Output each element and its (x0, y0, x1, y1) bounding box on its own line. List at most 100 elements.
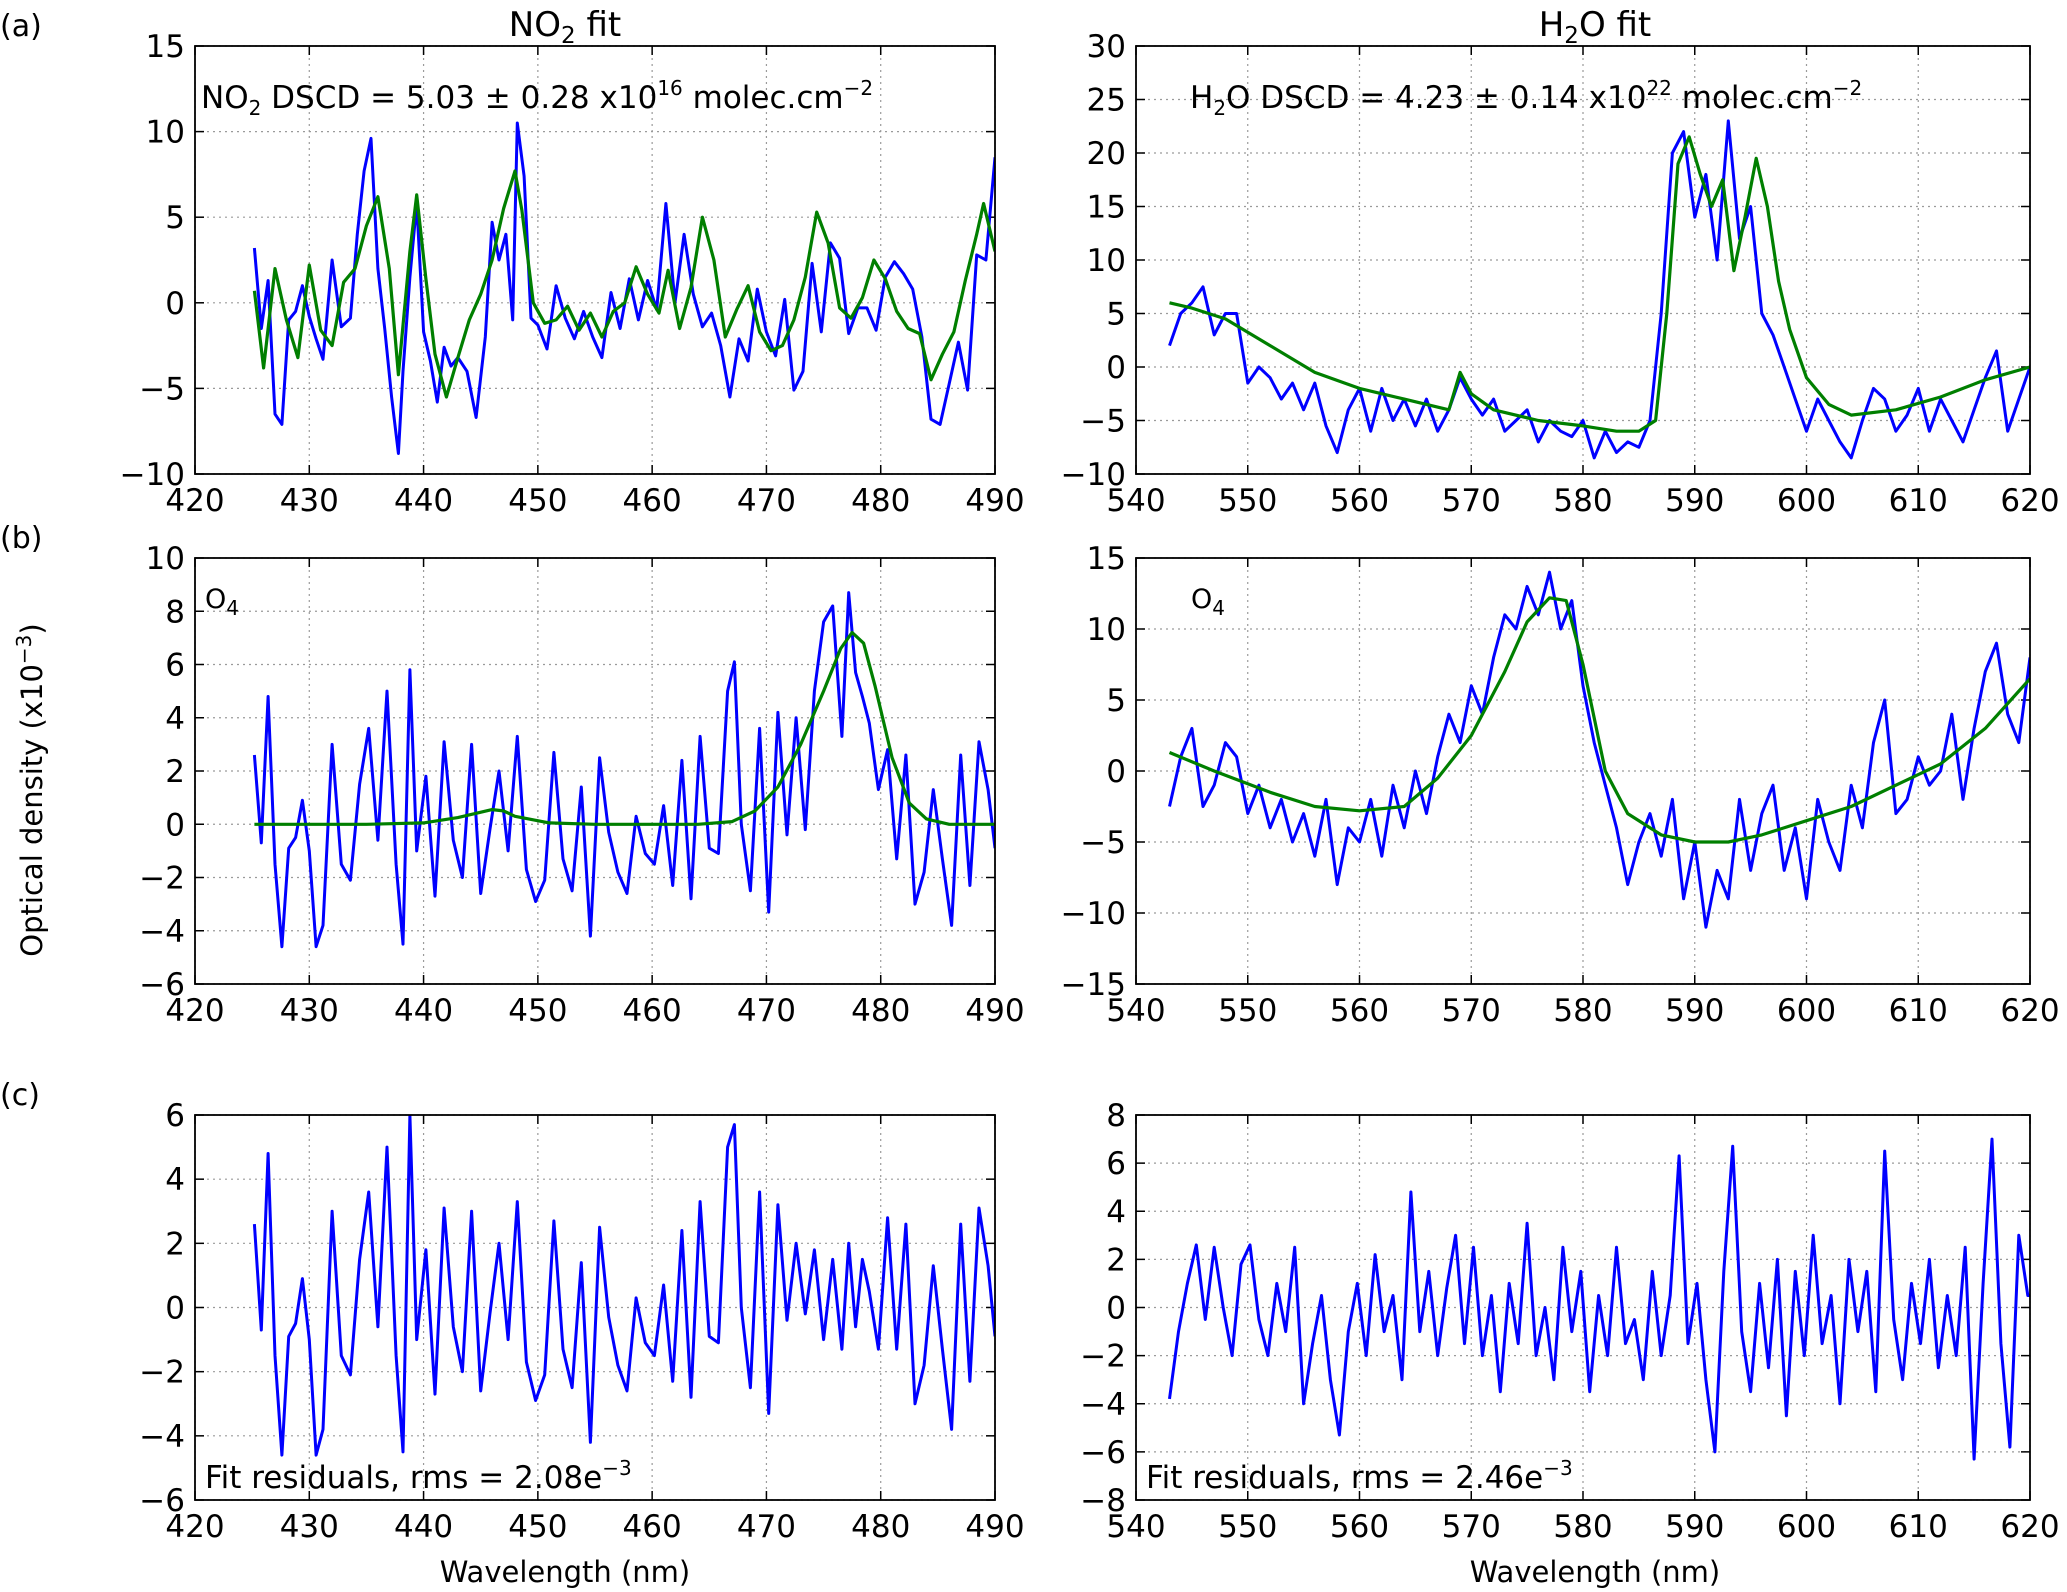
series-group (252, 1115, 995, 1457)
column-title-left: NO2 fit (509, 5, 621, 49)
x-tick-label: 540 (1106, 1509, 1165, 1545)
y-tick-label: 0 (165, 807, 185, 843)
annotation-post: molec.cm (683, 80, 844, 116)
annotation-mid: O DSCD = 4.23 ± 0.14 x10 (1226, 80, 1646, 116)
x-tick-label: 550 (1218, 1509, 1277, 1545)
x-tick-label: 620 (2000, 483, 2059, 519)
annotation-sup: 16 (657, 76, 682, 100)
y-tick-label: 2 (1106, 1242, 1126, 1278)
x-tick-label: 540 (1106, 993, 1165, 1029)
annotation-sup2: −2 (844, 76, 873, 100)
y-tick-label: 10 (146, 541, 185, 577)
y-tick-label: 4 (165, 701, 185, 737)
x-tick-label: 450 (508, 1509, 567, 1545)
y-tick-label: 6 (165, 648, 185, 684)
annotation-pre: O (1191, 584, 1212, 615)
y-tick-label: 15 (1087, 190, 1126, 226)
y-tick-label: 6 (165, 1098, 185, 1134)
y-tick-label: 0 (1106, 754, 1126, 790)
y-tick-label: 5 (1106, 297, 1126, 333)
y-tick-label: 4 (1106, 1194, 1126, 1230)
y-tick-label: 0 (1106, 350, 1126, 386)
annotation-pre: O (205, 584, 226, 615)
annotation-text: H2O DSCD = 4.23 ± 0.14 x1022 molec.cm−2 (1190, 76, 1862, 120)
y-tick-label: −2 (139, 1355, 185, 1391)
x-tick-label: 430 (280, 993, 339, 1029)
x-tick-label: 580 (1553, 1509, 1612, 1545)
panel-label-b: (b) (0, 521, 42, 556)
panel-c-right: 540 550 560 570 580 590 600 610 620 −8 −6 −4 −2 0 2 4 6 8… (1080, 1098, 2059, 1545)
annotation-sub: 4 (1212, 596, 1225, 620)
x-tick-label: 470 (737, 993, 796, 1029)
annotation-mid: DSCD = 5.03 ± 0.28 x10 (261, 80, 657, 116)
y-tick-label: −4 (1080, 1387, 1126, 1423)
y-tick-label: −10 (1061, 457, 1126, 493)
annotation-text: NO2 DSCD = 5.03 ± 0.28 x1016 molec.cm−2 (201, 76, 873, 120)
x-tick-label: 450 (508, 993, 567, 1029)
y-tick-label: 10 (1087, 243, 1126, 279)
axes-frame (1135, 1114, 2031, 1501)
y-tick-label: 2 (165, 754, 185, 790)
x-tick-label: 600 (1777, 993, 1836, 1029)
annotation-post: molec.cm (1672, 80, 1833, 116)
y-tick-label: 6 (1106, 1146, 1126, 1182)
x-tick-label: 420 (165, 483, 224, 519)
x-tick-label: 570 (1442, 483, 1501, 519)
y-tick-label: 10 (146, 115, 185, 151)
annotation-sup: −3 (1543, 1456, 1572, 1480)
panel-c-left: 420 430 440 450 460 470 480 490 −6 −4 −2 0 2 4 6 Fit re… (139, 1098, 1024, 1545)
annotation-sup: −3 (602, 1456, 631, 1480)
annotation-pre: Fit residuals, rms = 2.46e (1146, 1460, 1543, 1496)
axes-frame (194, 557, 996, 985)
y-tick-label: 15 (1087, 541, 1126, 577)
x-axis-label-right: Wavelength (nm) (1470, 1555, 1721, 1589)
y-tick-label: 15 (146, 29, 185, 65)
x-tick-label: 490 (965, 993, 1024, 1029)
annotation-sub: 2 (1213, 96, 1226, 120)
x-tick-label: 580 (1553, 993, 1612, 1029)
y-tick-label: −5 (1080, 825, 1126, 861)
y-tick-label: −6 (139, 1483, 185, 1519)
x-tick-label: 560 (1330, 1509, 1389, 1545)
panel-a-right: 540 550 560 570 580 590 600 610 620 −10 −5 0 5 10 15 20… (1061, 29, 2060, 519)
y-tick-label: −10 (120, 457, 185, 493)
panel-a-left: 420 430 440 450 460 470 480 490 −10 −5 0 5 10 15 NO2 D… (120, 29, 1025, 519)
series-line-measured (1168, 119, 2030, 460)
x-tick-label: 580 (1553, 483, 1612, 519)
annotation-pre: Fit residuals, rms = 2.08e (205, 1460, 602, 1496)
axes-frame (194, 1114, 996, 1501)
x-tick-label: 440 (394, 993, 453, 1029)
x-tick-label: 570 (1442, 1509, 1501, 1545)
axes-frame (1135, 557, 2031, 985)
y-tick-label: −6 (139, 967, 185, 1003)
y-tick-label: −5 (1080, 404, 1126, 440)
annotation-pre: H (1190, 80, 1213, 116)
y-tick-label: 10 (1087, 612, 1126, 648)
x-tick-label: 600 (1777, 483, 1836, 519)
annotation-sub: 4 (226, 596, 239, 620)
y-tick-label: −5 (139, 371, 185, 407)
x-tick-label: 560 (1330, 483, 1389, 519)
axes-frame (1135, 45, 2031, 475)
y-tick-label: 30 (1087, 29, 1126, 65)
y-tick-label: −6 (1080, 1435, 1126, 1471)
x-tick-label: 550 (1218, 993, 1277, 1029)
series-group (1168, 119, 2030, 460)
series-line-fitted (1168, 596, 2030, 844)
annotation-sup2: −2 (1833, 76, 1862, 100)
series-line-fitted (252, 169, 995, 399)
x-tick-label: 560 (1330, 993, 1389, 1029)
y-tick-label: 8 (1106, 1098, 1126, 1134)
x-tick-label: 610 (1889, 1509, 1948, 1545)
series-line-fitted (1169, 135, 2030, 433)
x-tick-label: 540 (1106, 483, 1165, 519)
y-tick-label: 4 (165, 1162, 185, 1198)
x-tick-label: 610 (1889, 993, 1948, 1029)
annotation-sub: 2 (249, 96, 262, 120)
series-group (252, 121, 995, 455)
annotation-sup: 22 (1646, 76, 1671, 100)
panel-label-a: (a) (0, 9, 42, 44)
x-tick-label: 590 (1665, 1509, 1724, 1545)
series-line-measured (252, 1115, 995, 1457)
